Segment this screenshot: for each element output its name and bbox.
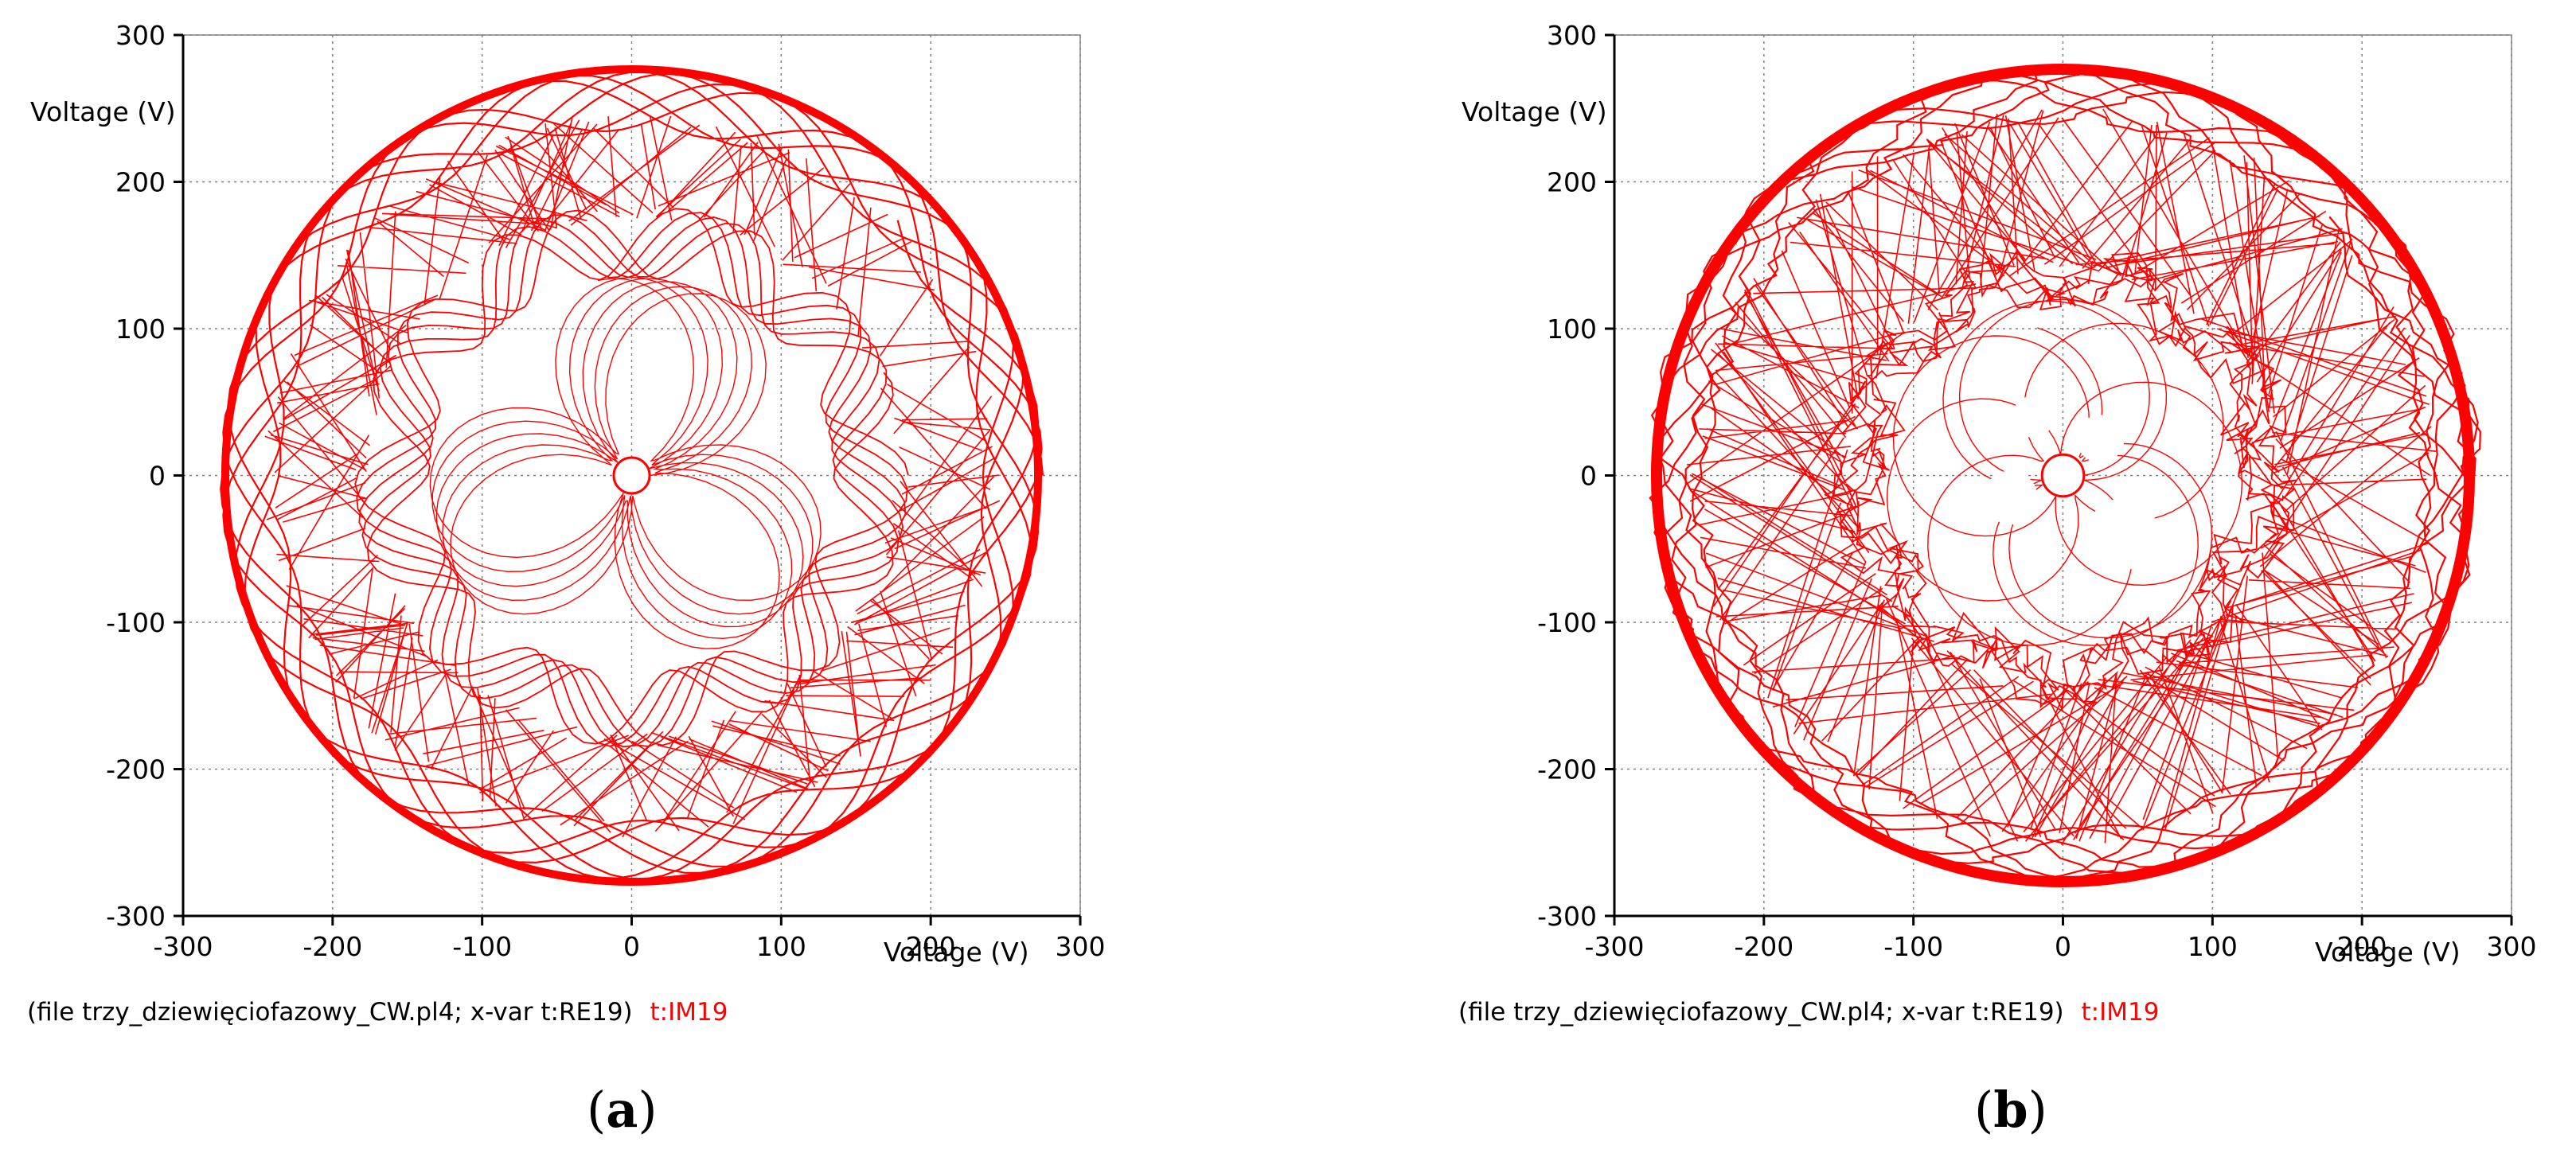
chart-a-y-tick-label: 300: [115, 20, 166, 51]
chart-a-series-outer-edge: [221, 64, 1043, 886]
chart-b: -300 -200 -100 0 100 200 300 -300 -200 -100 0 100 20…: [1458, 20, 2537, 1139]
chart-a-y-tick-label: 0: [149, 461, 166, 492]
chart-a-series-center-hole: [612, 456, 651, 495]
chart-a-data-layer: [220, 64, 1044, 886]
chart-b-series-core-gap: [1983, 470, 2038, 524]
chart-b-footer-file: (file trzy_dziewięciofazowy_CW.pl4; x-va…: [1458, 998, 2064, 1027]
chart-b-y-tick-label: -300: [1537, 901, 1597, 932]
chart-b-series-core-gap: [2086, 498, 2159, 571]
chart-a-series-outer-band: [220, 71, 1044, 880]
chart-b-footer-series: t:IM19: [2082, 998, 2160, 1027]
chart-b-data-layer: [1649, 63, 2481, 888]
chart-b-x-tick-label: -100: [1883, 931, 1943, 962]
chart-b-y-tick-label: 0: [1580, 461, 1597, 492]
chart-a-ylabel: Voltage (V): [30, 96, 176, 127]
chart-a: -300 -200 -100 0 100 200 300 -300 -200 -100 0 100 20…: [27, 20, 1106, 1139]
chart-a-y-tick-label: -300: [106, 901, 166, 932]
chart-a-y-tick-label: -200: [106, 754, 166, 785]
chart-b-series-outer-band: [1649, 71, 2481, 880]
chart-b-x-tick-label: 0: [2055, 931, 2071, 962]
chart-b-x-tick-label: 200: [2337, 931, 2387, 962]
chart-b-x-tick-label: -200: [1734, 931, 1793, 962]
chart-b-x-tick-label: -300: [1585, 931, 1645, 962]
chart-b-y-tick-label: 100: [1547, 314, 1597, 345]
chart-b-x-tick-label: 100: [2188, 931, 2238, 962]
chart-b-x-tick-label: 300: [2487, 931, 2537, 962]
chart-a-y-tick-label: 200: [115, 167, 166, 198]
chart-a-series-mid-chords: [264, 115, 1001, 838]
chart-a-y-tick-label: -100: [106, 607, 166, 638]
chart-a-series-inner-band: [354, 208, 909, 748]
chart-b-y-tick-label: 200: [1547, 167, 1597, 198]
chart-a-x-tick-label: -100: [452, 931, 512, 962]
chart-a-footer-series: t:IM19: [650, 998, 728, 1027]
chart-b-y-tick-label: -100: [1537, 607, 1597, 638]
chart-b-series-core: [1886, 298, 2243, 646]
chart-a-x-tick-label: -200: [302, 931, 362, 962]
chart-a-x-tick-label: 200: [906, 931, 956, 962]
chart-a-footer-file: (file trzy_dziewięciofazowy_CW.pl4; x-va…: [27, 998, 633, 1027]
chart-a-panel-label: (a): [587, 1081, 658, 1139]
chart-a-x-tick-label: -300: [154, 931, 213, 962]
chart-b-ylabel: Voltage (V): [1462, 96, 1607, 127]
chart-a-xlabel: Voltage (V): [884, 937, 1029, 968]
chart-b-xlabel: Voltage (V): [2315, 937, 2461, 968]
chart-b-panel-label: (b): [1974, 1081, 2047, 1139]
chart-b-series-outer-edge: [1650, 63, 2476, 888]
chart-b-panel-letter: b: [1993, 1081, 2028, 1139]
chart-a-footer: (file trzy_dziewięciofazowy_CW.pl4; x-va…: [27, 998, 728, 1027]
chart-b-series-mid-chords: [1686, 108, 2437, 846]
chart-b-y-tick-label: 300: [1547, 20, 1597, 51]
chart-a-x-tick-label: 100: [756, 931, 806, 962]
chart-a-panel-letter: a: [606, 1081, 638, 1139]
chart-b-y-tick-label: -200: [1537, 754, 1597, 785]
chart-a-x-tick-label: 300: [1056, 931, 1106, 962]
chart-a-ticks: -300 -200 -100 0 100 200 300 -300 -200 -100 0 100 20…: [106, 20, 1105, 962]
chart-b-series-inner-band: [1823, 249, 2297, 712]
chart-b-footer: (file trzy_dziewięciofazowy_CW.pl4; x-va…: [1458, 998, 2159, 1027]
chart-a-y-tick-label: 100: [115, 314, 166, 345]
chart-a-series-core: [429, 276, 822, 649]
chart-b-series-core-gap: [2076, 415, 2125, 463]
chart-a-x-tick-label: 0: [623, 931, 640, 962]
chart-b-series-center-hole: [2040, 453, 2086, 498]
chart-b-series-core-gap: [2012, 396, 2055, 438]
chart-b-ticks: -300 -200 -100 0 100 200 300 -300 -200 -100 0 100 20…: [1537, 20, 2536, 962]
